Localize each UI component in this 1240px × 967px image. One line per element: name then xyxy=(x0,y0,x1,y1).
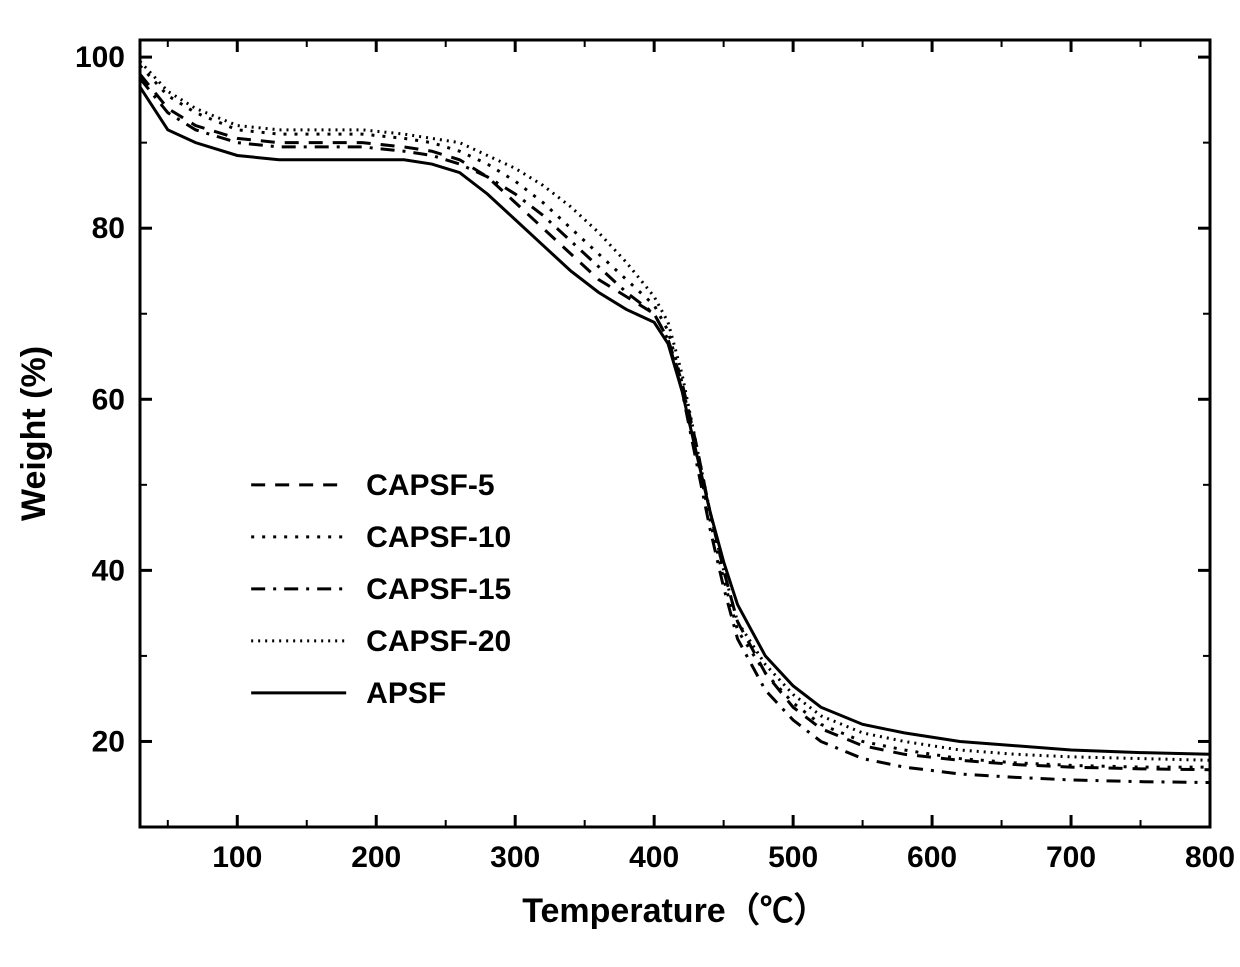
y-tick-label: 80 xyxy=(92,212,125,245)
plot-border xyxy=(140,40,1210,827)
x-tick-label: 100 xyxy=(212,841,262,874)
y-tick-label: 60 xyxy=(92,383,125,416)
y-axis-label: Weight (%) xyxy=(15,346,53,521)
legend-label-CAPSF-5: CAPSF-5 xyxy=(366,469,494,502)
y-tick-label: 100 xyxy=(75,41,125,74)
y-tick-label: 40 xyxy=(92,554,125,587)
y-tick-label: 20 xyxy=(92,725,125,758)
legend-label-CAPSF-15: CAPSF-15 xyxy=(366,573,511,606)
legend-label-CAPSF-10: CAPSF-10 xyxy=(366,521,511,554)
series-CAPSF-15 xyxy=(140,78,1210,782)
series-CAPSF-10 xyxy=(140,66,1210,767)
x-tick-label: 400 xyxy=(629,841,679,874)
tga-chart: 100 200 300 400 500 600 700 800 20 40 60 80 100 Tempe… xyxy=(0,0,1240,967)
x-tick-label: 200 xyxy=(351,841,401,874)
legend-label-APSF: APSF xyxy=(366,677,446,710)
series-CAPSF-5 xyxy=(140,74,1210,769)
x-tick-label: 300 xyxy=(490,841,540,874)
chart-svg: 100 200 300 400 500 600 700 800 20 40 60 80 100 Tempe… xyxy=(0,0,1240,967)
series-CAPSF-20 xyxy=(140,61,1210,760)
legend-label-CAPSF-20: CAPSF-20 xyxy=(366,625,511,658)
series-APSF xyxy=(140,87,1210,754)
x-tick-label: 500 xyxy=(768,841,818,874)
x-tick-label: 800 xyxy=(1185,841,1235,874)
x-tick-label: 700 xyxy=(1046,841,1096,874)
x-axis-label: Temperature（℃） xyxy=(522,891,827,930)
x-tick-label: 600 xyxy=(907,841,957,874)
